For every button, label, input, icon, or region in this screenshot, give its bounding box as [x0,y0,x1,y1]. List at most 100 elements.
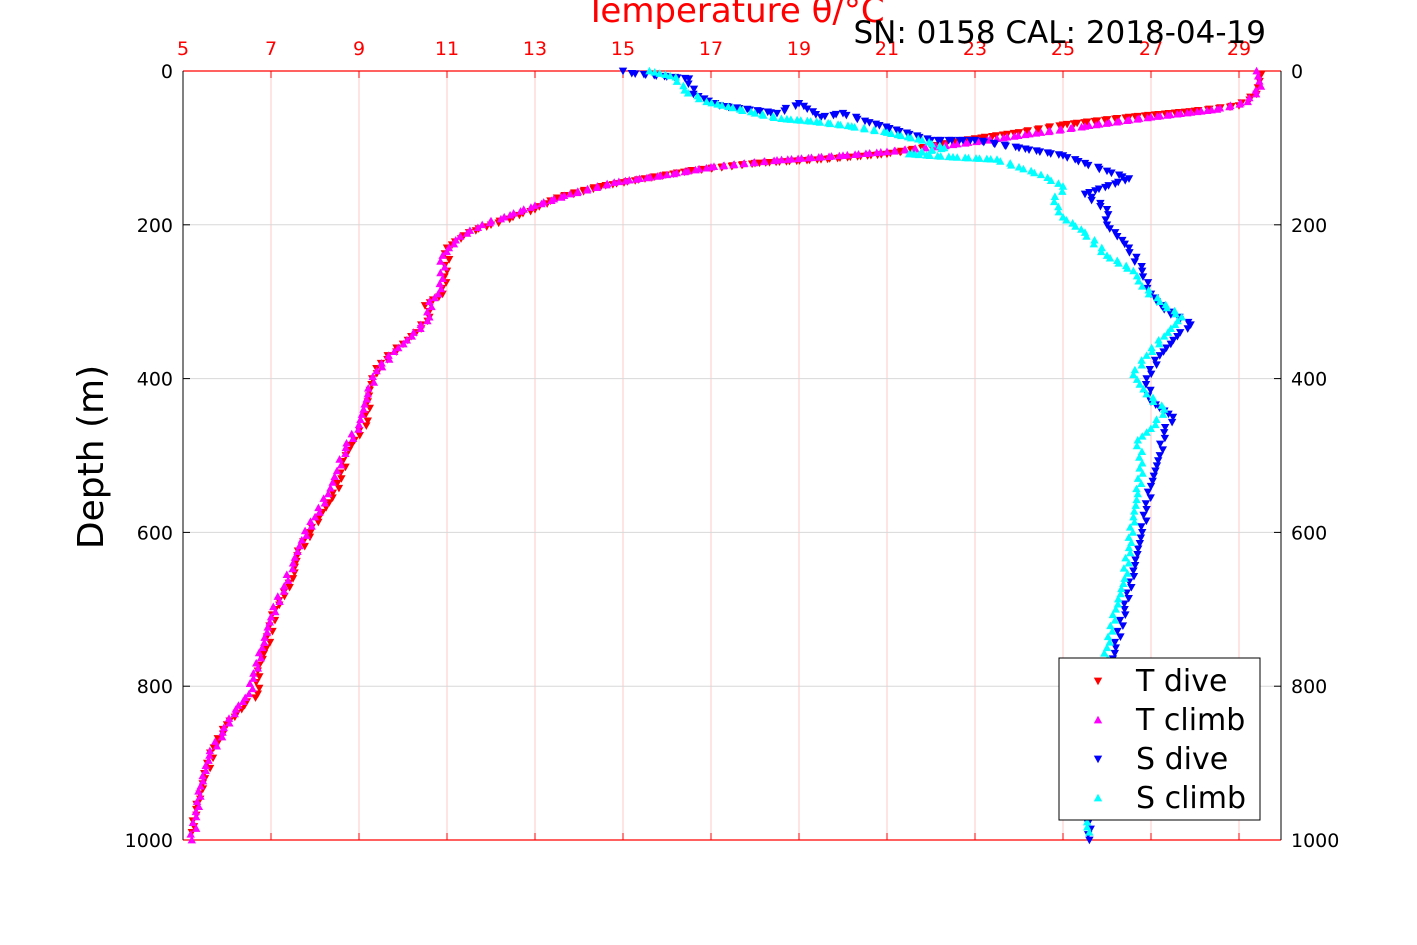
series-marker [1104,211,1113,219]
series-marker [811,111,821,119]
data-point [1243,97,1252,106]
series-marker [336,460,346,469]
legend-marker [1093,715,1103,724]
series-marker [255,684,264,693]
data-point [1142,389,1151,398]
series-marker [198,776,208,785]
series-marker [1132,271,1142,280]
series-marker [198,771,207,780]
series-marker [793,154,803,163]
series-marker [300,526,310,535]
series-marker [1114,594,1123,603]
data-point [566,189,575,198]
series-marker [473,223,483,232]
data-point [249,674,258,682]
x-tick-label: 7 [265,38,277,60]
series-marker [996,157,1005,165]
series-marker [328,478,337,486]
series-marker [1062,215,1071,224]
series-marker [729,160,738,169]
data-point [354,420,364,429]
series-marker [191,807,200,816]
series-marker [1137,447,1147,456]
x-tick-label: 19 [787,38,811,60]
series-marker [853,115,862,124]
data-point [702,97,711,106]
series-marker [1160,434,1170,443]
series-marker [975,154,984,162]
series-marker [399,339,408,348]
y-tick-label-right: 600 [1291,522,1327,544]
series-marker [212,741,222,750]
series-marker [217,732,227,741]
data-point [1036,170,1046,179]
series-marker [255,673,264,681]
grid-lines [183,71,1281,840]
series-marker [990,140,1000,149]
data-point [618,67,628,76]
series-marker [1110,638,1120,647]
series-marker [285,583,294,592]
series-marker [642,173,652,182]
series-marker [1101,216,1110,224]
series-marker [1158,410,1168,418]
data-point [438,251,447,259]
data-point [1256,82,1266,90]
series-marker [1125,523,1135,531]
series-marker [326,483,335,492]
series-marker [361,411,371,419]
series-marker [1148,393,1158,402]
series-marker [1113,627,1122,636]
data-point [1146,482,1156,491]
series-marker [356,415,365,423]
series-marker [1135,464,1144,472]
series-marker [861,149,871,158]
series-marker [1055,126,1064,134]
series-marker [814,153,823,161]
series-marker [1123,569,1132,577]
series-marker [1133,551,1142,559]
data-point [1129,266,1138,275]
series-marker [205,746,215,755]
series-marker [295,541,304,550]
data-point [1252,66,1261,75]
series-marker [684,80,693,89]
series-marker [186,830,195,838]
data-point [918,136,927,144]
series-marker [1143,488,1153,497]
data-point [1129,512,1138,521]
series-marker [1130,517,1139,526]
data-point [1155,352,1164,360]
series-marker [1084,161,1093,170]
series-marker [724,102,733,111]
series-marker [1118,622,1128,630]
series-marker [1133,474,1143,482]
series-marker [689,85,699,94]
series-marker [251,658,261,667]
data-point [434,289,443,298]
series-marker [1058,187,1067,195]
series-marker [1130,258,1139,266]
series-marker [516,207,525,215]
legend-box [1058,657,1261,821]
series-marker [1152,462,1162,470]
data-point [1058,182,1068,190]
series-marker [739,159,748,168]
series-marker [872,148,881,157]
series-marker [1131,556,1140,565]
series-marker [1138,432,1147,440]
series-marker [1176,329,1185,337]
series-marker [259,650,269,658]
series-marker [1070,156,1080,164]
data-point [478,220,487,229]
series-marker [1110,616,1120,624]
data-point [1160,332,1169,340]
series-marker [1141,381,1151,389]
data-point [456,232,465,240]
data-point [777,114,786,123]
series-marker [1135,380,1144,388]
series-marker [1121,553,1130,562]
series-marker [1077,122,1086,131]
series-marker [694,94,704,103]
data-point [1160,429,1169,437]
